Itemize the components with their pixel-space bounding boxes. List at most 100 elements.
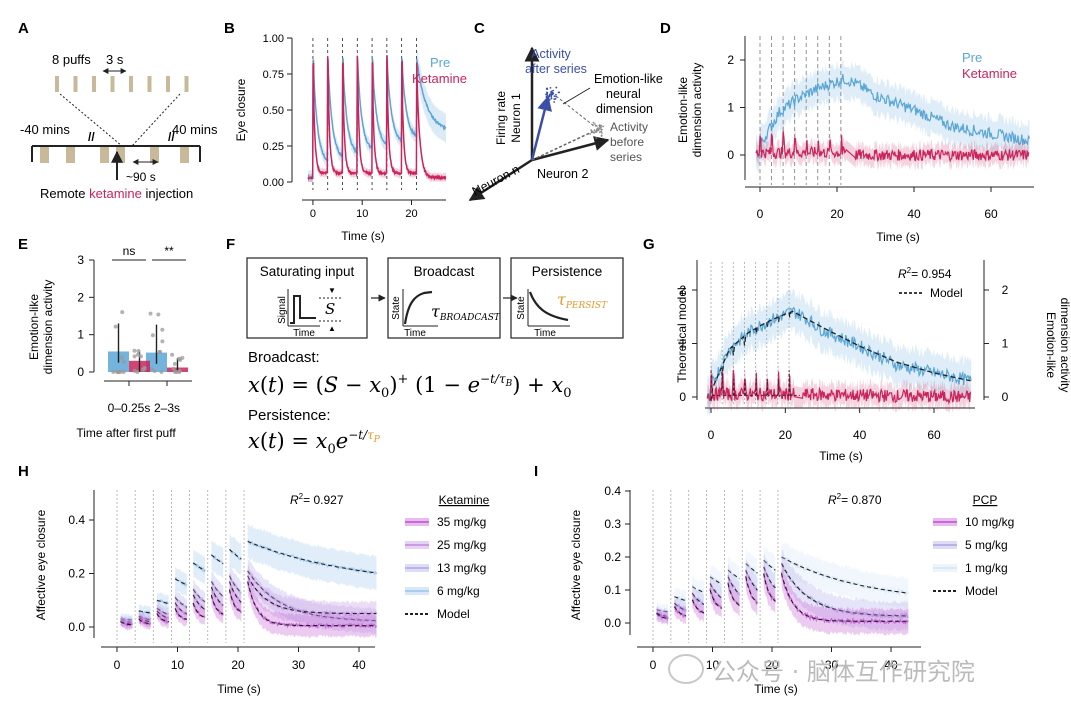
tick-label: 0.25 [263, 141, 284, 153]
y-axis-label-1: Emotion-like [676, 77, 690, 143]
tick-label: 40 [352, 658, 366, 672]
tick-label: 20 [779, 428, 793, 442]
tick-label: 0.2 [604, 550, 621, 564]
session-block [100, 147, 109, 163]
tick-label: 0.00 [263, 177, 284, 189]
tick-label: 0.4 [604, 484, 621, 498]
dose-trace [727, 574, 741, 596]
model-pre-line [710, 310, 971, 402]
model-line [138, 610, 151, 614]
y-axis-label-1: Emotion-like [27, 294, 41, 360]
cloud-point [553, 101, 556, 103]
puff-tick [92, 76, 96, 92]
tick-label: 30 [292, 658, 306, 672]
tick-label: 10 [356, 208, 368, 220]
pre-trace [755, 74, 1031, 158]
dose-ci-band [120, 616, 133, 631]
tick-label: 0.2 [68, 567, 85, 581]
model-line [673, 606, 687, 617]
tick-label: 0 [310, 208, 316, 220]
tick-label: 2 [727, 53, 734, 67]
tick-label: 2 [77, 290, 84, 304]
tick-label: 10 [171, 658, 185, 672]
cloud-point [598, 124, 601, 126]
cloud-point [593, 131, 596, 134]
state-label-1: State [391, 296, 402, 320]
model-line [192, 562, 206, 572]
activity-before-vector [531, 131, 593, 161]
panel-e: E 0 1 2 3 0–0.25s 2–3s ns ** Emotion-like dimen… [18, 236, 192, 440]
x-axis-label: Time (s) [876, 230, 920, 244]
session-block [150, 147, 159, 163]
gap-label: ~90 s [126, 170, 156, 184]
cloud-point [595, 137, 598, 139]
y-axis-label-right-1: Emotion-like [1044, 312, 1058, 378]
broadcast-curve [403, 290, 433, 325]
y-axis-label: Affective eye closure [569, 509, 583, 620]
tick-label: 60 [984, 207, 998, 221]
dose-trace [780, 557, 909, 597]
dose-trace [210, 587, 224, 607]
panel-label-d: D [660, 20, 671, 37]
dose-legend: 10 mg/kg 5 mg/kg 1 mg/kg Model [933, 515, 1014, 598]
cloud-point [555, 93, 557, 96]
y-axis-label: Eye closure [234, 78, 248, 141]
dose-ci-band [781, 549, 909, 632]
data-point [150, 333, 155, 338]
puff-ticks [55, 76, 189, 92]
x-axis-label: Time after first puff [76, 426, 176, 440]
cloud-point [554, 98, 557, 100]
cloud-point [600, 130, 603, 133]
sig-label: ns [123, 244, 136, 258]
dose-ci-band [156, 606, 169, 629]
session-block [180, 147, 189, 163]
tick-label: 0 [77, 365, 84, 379]
cloud-point [591, 131, 594, 134]
x-axis-label: Time (s) [754, 682, 798, 696]
tick-label: 0 [650, 658, 657, 672]
dose-trace [156, 599, 169, 606]
tick-label: 40 [853, 428, 867, 442]
y-axis-label-right-2: dimension activity [1058, 298, 1071, 393]
dose-trace [781, 562, 909, 621]
input-trace [290, 295, 316, 324]
axis-x-label: Neuron 2 [537, 167, 588, 181]
cloud-point [550, 95, 553, 98]
puff-tick [55, 76, 59, 92]
model-line [709, 583, 723, 599]
dose-trace [709, 588, 723, 609]
ketamine-dose-plot: 0.0 0.2 0.4 0 10 20 30 40 [68, 490, 378, 672]
svg-text:▲: ▲ [328, 324, 336, 333]
box3-title: Persistence [532, 264, 603, 279]
pre-trace [706, 306, 972, 399]
ketamine-ci-band [756, 121, 1029, 171]
model-line [156, 610, 169, 619]
model-line [229, 549, 242, 560]
cloud-point [548, 99, 551, 101]
model-line [674, 596, 687, 602]
model-line [745, 576, 758, 604]
cloud-point [549, 86, 552, 89]
dose-ci-band [175, 602, 187, 627]
tick-label: 1 [77, 328, 84, 342]
emotion-dimension-line [555, 95, 595, 127]
legend-title: Ketamine [439, 493, 490, 507]
eye-closure-plot: 0.00 0.25 0.50 0.75 1.00 0 10 20 [263, 33, 447, 220]
persistence-curve [528, 291, 569, 322]
tick-label: 20 [765, 658, 779, 672]
activity-before-cloud [589, 121, 604, 139]
dose-ci-band [247, 570, 377, 638]
right-time-label: 40 mins [172, 122, 218, 137]
model-line [228, 589, 242, 613]
data-point [157, 350, 162, 355]
model-line [674, 602, 687, 612]
cloud-point [600, 126, 602, 129]
model-ketamine-line [710, 370, 800, 398]
model-line [763, 559, 776, 571]
model-line [691, 592, 705, 605]
model-line [247, 570, 377, 622]
wechat-icon [668, 654, 704, 684]
tick-label: 40 [884, 658, 898, 672]
axis-neuron2 [531, 136, 610, 162]
